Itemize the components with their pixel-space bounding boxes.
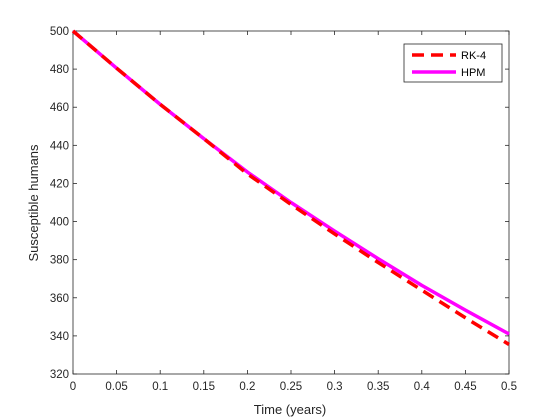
x-tick-label: 0.5	[501, 381, 517, 393]
legend-box	[403, 43, 503, 83]
y-tick-label: 460	[50, 102, 69, 114]
y-tick-label: 360	[50, 293, 69, 305]
legend-label-rk4: RK-4	[461, 50, 486, 62]
legend: RK-4 HPM	[403, 43, 503, 83]
axis-tick-labels: 0 0.05 0.1 0.15 0.2 0.25 0.3 0.35 0.4 0.45 0.5 320 3…	[50, 26, 517, 393]
x-tick-label: 0.3	[327, 381, 343, 393]
y-tick-label: 320	[50, 369, 69, 381]
legend-label-hpm: HPM	[461, 67, 485, 79]
y-tick-label: 380	[50, 255, 69, 267]
x-tick-label: 0.05	[105, 381, 127, 393]
y-tick-label: 440	[50, 140, 69, 152]
x-tick-label: 0.25	[280, 381, 302, 393]
x-tick-label: 0.2	[239, 381, 255, 393]
y-tick-label: 480	[50, 64, 69, 76]
x-tick-label: 0.15	[193, 381, 215, 393]
x-tick-label: 0.1	[152, 381, 168, 393]
axis-ticks	[72, 30, 510, 375]
x-axis-label: Time (years)	[254, 402, 326, 417]
x-tick-label: 0.35	[367, 381, 389, 393]
y-tick-label: 500	[50, 26, 69, 38]
series-lines	[71, 29, 510, 346]
series-line-rk-4	[71, 29, 510, 346]
y-tick-label: 340	[50, 331, 69, 343]
y-axis-label: Susceptible humans	[26, 144, 41, 262]
x-tick-label: 0	[70, 381, 76, 393]
y-tick-label: 400	[50, 217, 69, 229]
x-tick-label: 0.4	[414, 381, 431, 393]
y-tick-label: 420	[50, 178, 69, 190]
x-tick-label: 0.45	[454, 381, 476, 393]
